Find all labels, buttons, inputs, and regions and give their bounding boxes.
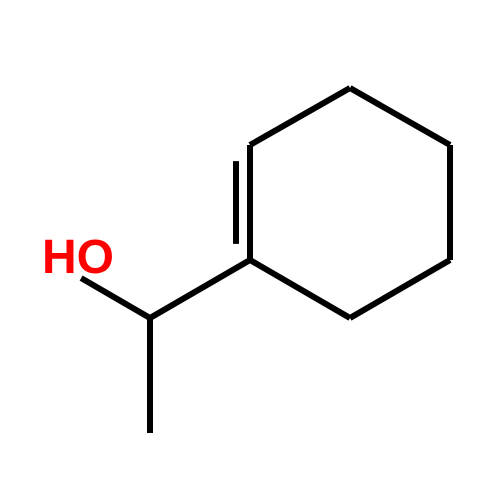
bond-c1-c7 (150, 260, 250, 318)
bond-c7-oh (81, 278, 150, 318)
bond-c5-c6 (350, 260, 450, 318)
bond-c6-c1 (250, 260, 350, 318)
bond-c2-c3 (250, 88, 350, 145)
bond-c3-c4 (350, 88, 450, 145)
molecule-diagram: HO (0, 0, 500, 500)
oh-label: HO (42, 231, 114, 284)
